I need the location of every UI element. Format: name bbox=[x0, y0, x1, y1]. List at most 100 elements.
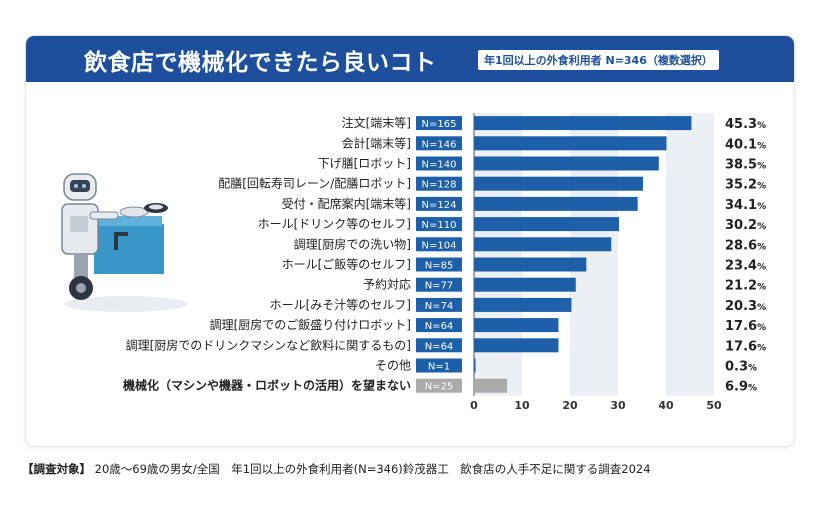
n-badge-label: N=146 bbox=[422, 139, 457, 150]
bar bbox=[474, 297, 572, 312]
category-label: 機械化（マシンや機器・ロボットの活用）を望まない bbox=[123, 378, 411, 393]
value-unit: % bbox=[757, 283, 766, 293]
bar bbox=[474, 277, 576, 292]
chart-title: 飲食店で機械化できたら良いコト bbox=[84, 50, 437, 76]
category-label: ホール[ご飯等のセルフ] bbox=[282, 257, 411, 272]
value-label: 40.1% bbox=[725, 137, 766, 152]
value-label: 21.2% bbox=[725, 279, 766, 294]
category-label: 受付・配席案内[端末等] bbox=[282, 196, 411, 211]
value-number: 28.6 bbox=[725, 238, 757, 253]
n-badge-label: N=64 bbox=[425, 341, 454, 352]
grid-band bbox=[570, 113, 618, 396]
n-badge-label: N=104 bbox=[422, 240, 457, 251]
value-unit: % bbox=[757, 263, 766, 273]
value-label: 45.3% bbox=[725, 117, 766, 132]
n-badge bbox=[416, 136, 462, 151]
footer-label: 【調査対象】 bbox=[22, 462, 91, 476]
value-unit: % bbox=[757, 141, 766, 151]
value-number: 23.4 bbox=[725, 259, 757, 274]
value-number: 0.3 bbox=[725, 360, 748, 375]
n-badge bbox=[416, 237, 462, 252]
n-badge bbox=[416, 257, 462, 272]
bar bbox=[474, 318, 559, 333]
value-label: 17.6% bbox=[725, 319, 766, 334]
value-label: 28.6% bbox=[725, 238, 766, 253]
bar bbox=[474, 136, 667, 151]
value-number: 34.1 bbox=[725, 198, 757, 213]
n-badge bbox=[416, 358, 462, 373]
x-tick-label: 40 bbox=[658, 399, 674, 412]
value-label: 20.3% bbox=[725, 299, 766, 314]
category-label: その他 bbox=[375, 359, 411, 373]
chart-subtitle: 年1回以上の外食利用者 N=346（複数選択） bbox=[478, 50, 719, 70]
n-badge bbox=[416, 338, 462, 353]
n-badge bbox=[416, 277, 462, 292]
value-unit: % bbox=[748, 384, 757, 394]
bar bbox=[474, 257, 587, 272]
value-number: 30.2 bbox=[725, 218, 757, 233]
bar bbox=[474, 378, 508, 393]
value-unit: % bbox=[757, 202, 766, 212]
header-bar: 飲食店で機械化できたら良いコト 年1回以上の外食利用者 N=346（複数選択） bbox=[26, 36, 794, 82]
robot-illustration bbox=[61, 173, 188, 312]
value-label: 38.5% bbox=[725, 158, 766, 173]
value-unit: % bbox=[757, 343, 766, 353]
x-tick-label: 10 bbox=[514, 399, 530, 412]
value-number: 6.9 bbox=[725, 380, 748, 395]
n-badge-label: N=64 bbox=[425, 321, 454, 332]
bar bbox=[474, 176, 643, 191]
grid-band bbox=[474, 113, 522, 396]
n-badge-label: N=110 bbox=[422, 220, 457, 231]
chart-card: 飲食店で機械化できたら良いコト 年1回以上の外食利用者 N=346（複数選択） … bbox=[26, 36, 794, 446]
n-badge-label: N=124 bbox=[422, 200, 457, 211]
value-unit: % bbox=[757, 162, 766, 172]
category-label: ホール[ドリンク等のセルフ] bbox=[258, 217, 411, 231]
footer-note: 【調査対象】 20歳〜69歳の男女/全国 年1回以上の外食利用者(N=346)鈴… bbox=[22, 461, 651, 477]
n-badge-label: N=25 bbox=[425, 382, 454, 393]
n-badge bbox=[416, 318, 462, 333]
category-label: 下げ膳[ロボット] bbox=[318, 156, 411, 171]
value-label: 30.2% bbox=[725, 218, 766, 233]
bar bbox=[474, 116, 692, 131]
category-label: 調理[厨房でのドリンクマシンなど飲料に関するもの] bbox=[126, 337, 411, 352]
n-badge-label: N=140 bbox=[422, 160, 457, 171]
value-unit: % bbox=[757, 182, 766, 192]
bar bbox=[474, 156, 659, 171]
value-label: 23.4% bbox=[725, 259, 766, 274]
n-badge bbox=[416, 378, 462, 393]
value-number: 40.1 bbox=[725, 137, 757, 152]
value-unit: % bbox=[748, 364, 757, 374]
n-badge-label: N=1 bbox=[428, 362, 450, 373]
n-badge-label: N=85 bbox=[425, 261, 454, 272]
n-badge bbox=[416, 196, 462, 211]
x-tick-label: 50 bbox=[706, 399, 722, 412]
category-label: 会計[端末等] bbox=[342, 135, 411, 150]
value-unit: % bbox=[757, 121, 766, 131]
n-badge-label: N=74 bbox=[425, 301, 454, 312]
category-label: 配膳[回転寿司レーン/配膳ロボット] bbox=[218, 176, 411, 191]
value-unit: % bbox=[757, 222, 766, 232]
value-number: 17.6 bbox=[725, 319, 757, 334]
bar bbox=[474, 338, 559, 353]
value-number: 21.2 bbox=[725, 279, 757, 294]
n-badge bbox=[416, 156, 462, 171]
value-label: 6.9% bbox=[725, 380, 757, 395]
value-unit: % bbox=[757, 323, 766, 333]
category-label: 注文[端末等] bbox=[342, 115, 411, 130]
bar bbox=[474, 358, 476, 373]
x-tick-label: 30 bbox=[610, 399, 626, 412]
category-label: 調理[厨房での洗い物] bbox=[294, 236, 411, 251]
value-label: 35.2% bbox=[725, 178, 766, 193]
value-number: 45.3 bbox=[725, 117, 757, 132]
bar bbox=[474, 237, 612, 252]
value-label: 0.3% bbox=[725, 360, 757, 375]
value-number: 35.2 bbox=[725, 178, 757, 193]
n-badge bbox=[416, 297, 462, 312]
value-number: 20.3 bbox=[725, 299, 757, 314]
category-label: ホール[みそ汁等のセルフ] bbox=[270, 298, 411, 312]
x-tick-label: 0 bbox=[470, 399, 478, 412]
n-badge bbox=[416, 217, 462, 232]
value-number: 38.5 bbox=[725, 158, 757, 173]
n-badge-label: N=165 bbox=[422, 119, 457, 130]
n-badge-label: N=77 bbox=[425, 281, 454, 292]
